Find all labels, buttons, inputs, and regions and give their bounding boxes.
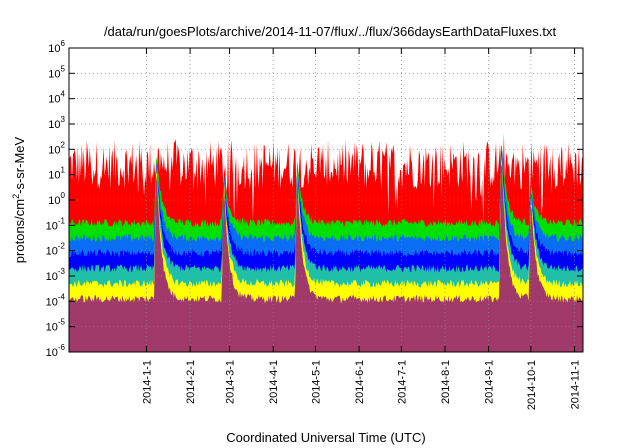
x-tick-label: 2014-2-1 xyxy=(185,360,197,404)
y-tick-label: 10-1 xyxy=(46,216,66,232)
y-tick-label: 105 xyxy=(48,64,65,80)
x-tick-label: 2014-9-1 xyxy=(484,360,496,404)
series-layer xyxy=(69,133,583,352)
y-tick-label: 10-3 xyxy=(46,267,66,283)
y-tick-label: 104 xyxy=(48,90,65,106)
x-tick-label: 2014-6-1 xyxy=(354,360,366,404)
x-axis-ticks: 2014-1-1 2014-2-1 2014-3-1 2014-4-1 2014-5-1… xyxy=(142,48,582,410)
y-tick-label: 102 xyxy=(48,140,65,156)
y-tick-label: 10-6 xyxy=(46,343,66,359)
y-axis-ticks: 10-6 10-5 10-4 10-3 10-2 10-1 100 101 102 103 104 1… xyxy=(46,39,583,359)
y-tick-label: 10-4 xyxy=(46,292,66,308)
x-tick-label: 2014-5-1 xyxy=(310,360,322,404)
x-tick-label: 2014-10-1 xyxy=(526,360,538,410)
y-tick-label: 106 xyxy=(48,39,65,55)
chart-title: /data/run/goesPlots/archive/2014-11-07/f… xyxy=(104,24,557,39)
y-tick-label: 101 xyxy=(48,166,65,182)
y-tick-label: 10-5 xyxy=(46,318,66,334)
x-tick-label: 2014-11-1 xyxy=(570,360,582,409)
x-tick-label: 2014-8-1 xyxy=(440,360,452,404)
y-tick-label: 100 xyxy=(48,191,65,207)
x-tick-label: 2014-3-1 xyxy=(225,360,237,404)
series-area-0 xyxy=(69,164,583,352)
x-tick-label: 2014-1-1 xyxy=(142,360,154,404)
x-tick-label: 2014-7-1 xyxy=(396,360,408,404)
x-tick-label: 2014-4-1 xyxy=(268,360,280,404)
y-tick-label: 10-2 xyxy=(46,242,66,258)
grid-layer xyxy=(69,48,583,352)
y-axis-label: protons/cm2-s-sr-MeV xyxy=(11,136,27,263)
y-tick-label: 103 xyxy=(48,115,65,131)
x-axis-label: Coordinated Universal Time (UTC) xyxy=(226,430,425,445)
